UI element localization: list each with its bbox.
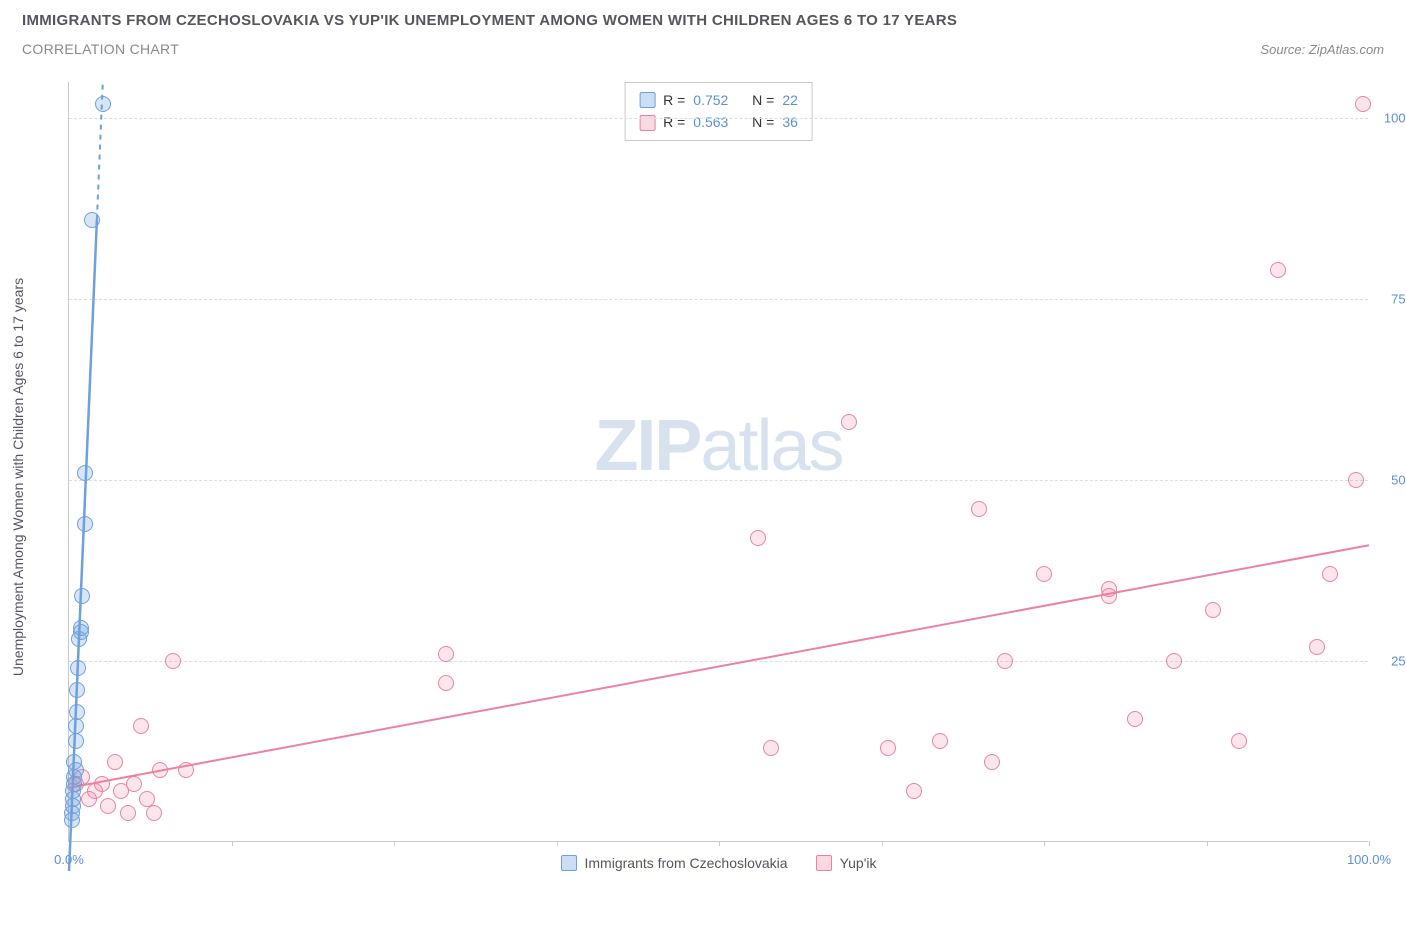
data-point <box>178 762 194 778</box>
data-point <box>438 646 454 662</box>
data-point <box>1348 472 1364 488</box>
data-point <box>146 805 162 821</box>
y-axis-label: Unemployment Among Women with Children A… <box>10 278 26 676</box>
data-point <box>906 783 922 799</box>
data-point <box>68 762 84 778</box>
data-point <box>107 754 123 770</box>
x-tick-mark <box>1044 841 1045 846</box>
y-tick-label: 75.0% <box>1391 292 1406 307</box>
legend-swatch-icon <box>561 855 577 871</box>
data-point <box>126 776 142 792</box>
data-point <box>133 718 149 734</box>
data-point <box>77 516 93 532</box>
data-point <box>152 762 168 778</box>
legend-item-pink: Yup'ik <box>816 855 877 871</box>
data-point <box>1270 262 1286 278</box>
data-point <box>1231 733 1247 749</box>
data-point <box>64 805 80 821</box>
x-tick-mark <box>557 841 558 846</box>
x-tick-mark <box>882 841 883 846</box>
data-point <box>65 791 81 807</box>
chart-subtitle: CORRELATION CHART <box>22 41 179 57</box>
data-point <box>438 675 454 691</box>
legend-item-blue: Immigrants from Czechoslovakia <box>561 855 788 871</box>
data-point <box>984 754 1000 770</box>
chart-title: IMMIGRANTS FROM CZECHOSLOVAKIA VS YUP'IK… <box>22 12 1384 29</box>
data-point <box>70 660 86 676</box>
data-point <box>94 776 110 792</box>
data-point <box>68 718 84 734</box>
data-point <box>1205 602 1221 618</box>
data-point <box>971 501 987 517</box>
data-point <box>880 740 896 756</box>
data-point <box>997 653 1013 669</box>
x-tick-label: 100.0% <box>1347 852 1391 867</box>
data-point <box>1322 566 1338 582</box>
data-point <box>74 588 90 604</box>
data-point <box>1127 711 1143 727</box>
x-tick-mark <box>1369 841 1370 846</box>
data-point <box>750 530 766 546</box>
legend-swatch-blue <box>639 92 655 108</box>
data-point <box>95 96 111 112</box>
data-point <box>1309 639 1325 655</box>
chart-area: Unemployment Among Women with Children A… <box>58 82 1378 872</box>
x-tick-mark <box>1207 841 1208 846</box>
data-point <box>73 620 89 636</box>
data-point <box>68 733 84 749</box>
data-point <box>932 733 948 749</box>
y-tick-label: 25.0% <box>1391 654 1406 669</box>
plot-region: ZIPatlas R = 0.752 N = 22 R = 0.563 N = … <box>68 82 1368 842</box>
data-point <box>69 682 85 698</box>
data-point <box>77 465 93 481</box>
data-point <box>1166 653 1182 669</box>
data-point <box>165 653 181 669</box>
x-tick-mark <box>719 841 720 846</box>
data-point <box>66 776 82 792</box>
y-tick-label: 50.0% <box>1391 473 1406 488</box>
x-tick-mark <box>232 841 233 846</box>
data-point <box>120 805 136 821</box>
data-point <box>84 212 100 228</box>
y-tick-label: 100.0% <box>1384 111 1406 126</box>
x-tick-mark <box>69 841 70 846</box>
data-point <box>69 704 85 720</box>
x-tick-mark <box>394 841 395 846</box>
legend-swatch-icon <box>816 855 832 871</box>
x-tick-label: 0.0% <box>54 852 84 867</box>
data-point <box>763 740 779 756</box>
legend-swatch-pink <box>639 115 655 131</box>
data-point <box>100 798 116 814</box>
data-point <box>1036 566 1052 582</box>
series-legend: Immigrants from Czechoslovakia Yup'ik <box>561 855 877 871</box>
source-attribution: Source: ZipAtlas.com <box>1260 42 1384 57</box>
data-point <box>841 414 857 430</box>
data-point <box>1101 588 1117 604</box>
data-point <box>1355 96 1371 112</box>
